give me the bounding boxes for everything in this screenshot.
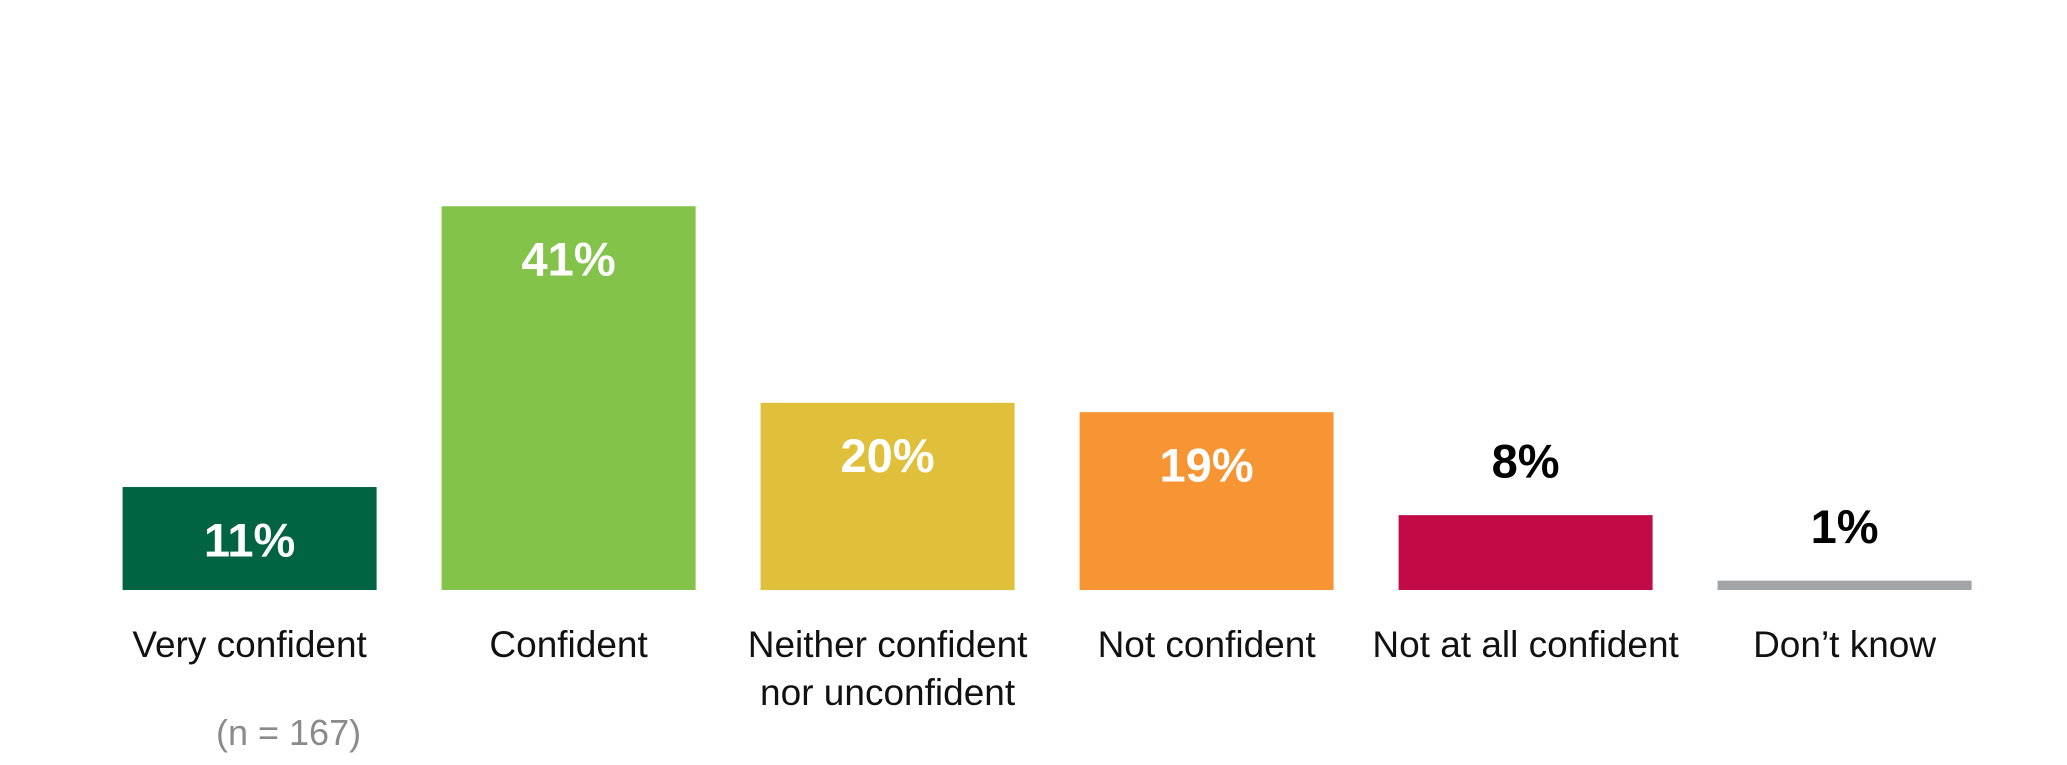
category-label: Very confident [132, 624, 367, 665]
bar [441, 206, 696, 591]
value-label: 1% [1811, 500, 1879, 553]
bar [1398, 515, 1653, 590]
category-label: Confident [489, 624, 648, 665]
bar [1079, 412, 1334, 590]
sample-size-note: (n = 167) [216, 712, 362, 753]
category-label: Not at all confident [1372, 624, 1679, 665]
value-label: 19% [1160, 439, 1254, 492]
value-label: 8% [1492, 435, 1560, 488]
bar [760, 402, 1015, 590]
value-label: 41% [522, 233, 616, 286]
bar [1717, 580, 1972, 590]
value-label: 11% [204, 513, 295, 566]
category-label: Don’t know [1753, 624, 1937, 665]
category-label: Neither confident nor unconfident [747, 624, 1028, 713]
category-label: Not confident [1097, 624, 1316, 665]
value-label: 20% [841, 429, 935, 482]
bar [122, 487, 377, 590]
